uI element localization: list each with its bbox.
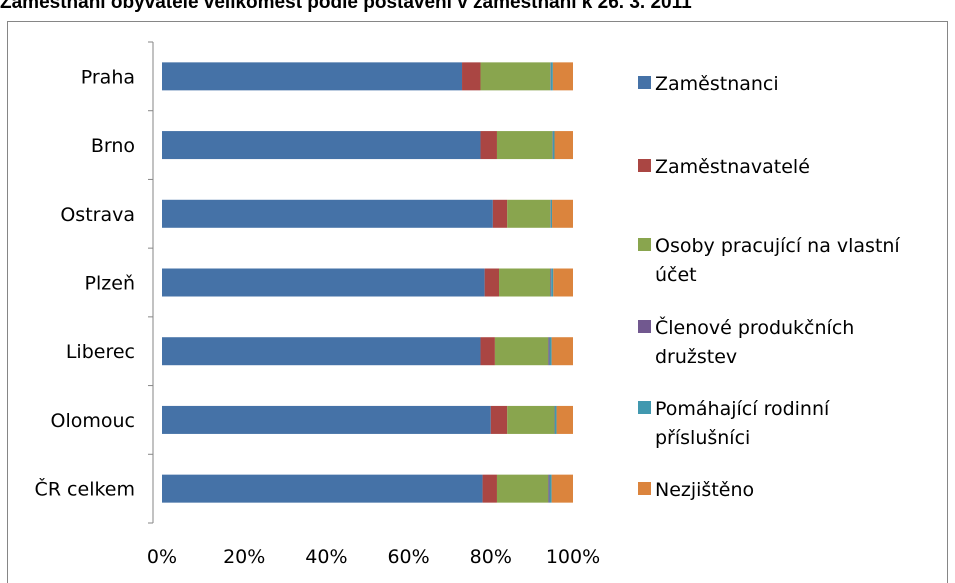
bar-segment-1 (162, 268, 485, 297)
bar-segment-1 (162, 405, 491, 434)
bar-segment-1 (162, 474, 483, 503)
bar-segment-5 (554, 405, 557, 434)
bar-segment-6 (551, 474, 573, 503)
bar-segment-1 (162, 62, 463, 91)
bar-segment-6 (552, 199, 573, 228)
chart-frame (7, 21, 948, 583)
bar-segment-2 (490, 405, 508, 434)
bar-segment-6 (556, 405, 573, 434)
x-tick-label: 40% (305, 546, 347, 568)
bar-segment-2 (480, 131, 497, 160)
category-label: Plzeň (85, 273, 135, 295)
bar-segment-1 (162, 131, 481, 160)
bar-segment-5 (551, 268, 554, 297)
legend-label: Zaměstnanci (655, 73, 779, 95)
bar-segment-6 (553, 268, 573, 297)
legend-label: Pomáhající rodinní příslušníci (655, 398, 830, 449)
x-tick-label: 0% (147, 546, 177, 568)
bar-segment-2 (462, 62, 481, 91)
bar-segment-4 (550, 268, 552, 297)
bar-segment-1 (162, 199, 493, 228)
legend-swatch (638, 159, 651, 172)
bar-segment-1 (162, 337, 481, 366)
bar-segment-6 (552, 62, 573, 91)
bar-segment-3 (499, 268, 551, 297)
bar-segment-2 (482, 474, 497, 503)
bar-segment-5 (550, 62, 553, 91)
legend-swatch (638, 76, 651, 89)
x-tick-label: 20% (223, 546, 265, 568)
x-tick-label: 80% (470, 546, 512, 568)
bar-segment-4 (548, 337, 550, 366)
bar-segment-2 (484, 268, 500, 297)
bar-segment-5 (549, 474, 552, 503)
bar-segment-5 (550, 199, 553, 228)
bar-segment-3 (494, 337, 549, 366)
category-label: Brno (91, 135, 135, 157)
category-label: Liberec (66, 341, 135, 363)
bar-segment-6 (554, 131, 573, 160)
legend-label: Osoby pracující na vlastní účet (655, 235, 900, 286)
bar-segment-2 (480, 337, 495, 366)
legend-label: Členové produkčních družstev (655, 315, 854, 368)
bar-segment-3 (507, 199, 551, 228)
bar-segment-3 (480, 62, 551, 91)
category-label: ČR celkem (35, 477, 135, 501)
x-tick-label: 100% (546, 546, 600, 568)
legend-swatch (638, 238, 651, 251)
bar-segment-2 (492, 199, 508, 228)
x-tick-label: 60% (387, 546, 429, 568)
legend-swatch (638, 482, 651, 495)
legend-label: Zaměstnavatelé (655, 156, 810, 178)
bar-segment-3 (496, 474, 549, 503)
bar-segment-5 (552, 131, 555, 160)
bar-segment-4 (548, 474, 550, 503)
category-label: Ostrava (60, 204, 135, 226)
category-label: Praha (81, 66, 135, 88)
category-label: Olomouc (51, 410, 135, 432)
legend-label: Nezjištěno (655, 479, 754, 501)
bar-segment-5 (549, 337, 552, 366)
legend-swatch (638, 320, 651, 333)
chart-title: Zaměstnaní obyvatelé velikomest podle po… (0, 0, 692, 13)
bar-segment-3 (507, 405, 555, 434)
legend-swatch (638, 401, 651, 414)
bar-segment-6 (551, 337, 573, 366)
bar-segment-3 (496, 131, 553, 160)
